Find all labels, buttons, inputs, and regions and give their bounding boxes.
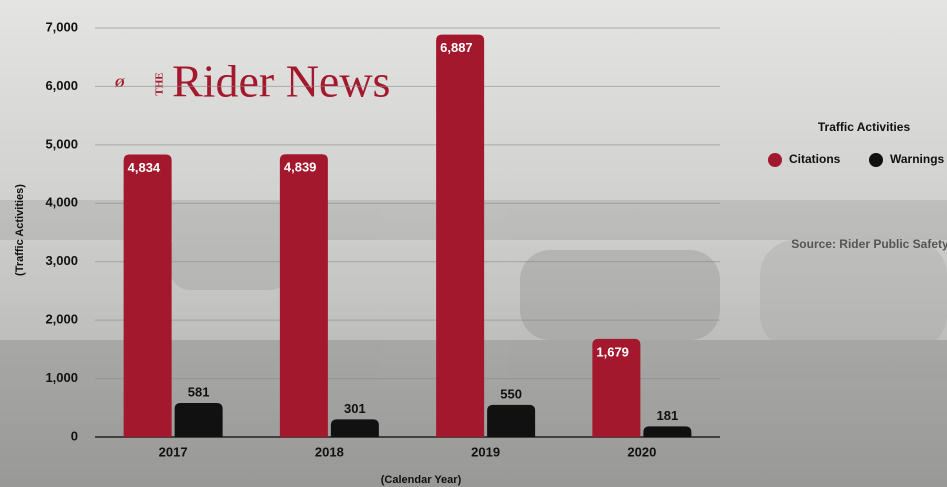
y-tick-label: 1,000 [45,370,78,385]
y-tick-label: 5,000 [45,136,78,151]
logo: Rider News [172,56,390,107]
bar [643,426,691,437]
source: Source: Rider Public Safety [791,237,947,251]
legend-swatch [768,153,782,167]
x-tick-label: 2020 [627,444,656,459]
value-label: 4,834 [128,160,161,175]
y-tick-label: 3,000 [45,253,78,268]
x-tick-label: 2019 [471,444,500,459]
x-axis-label: (Calendar Year) [381,474,462,486]
bar [331,419,379,437]
value-label: 4,839 [284,160,317,175]
x-tick-label: 2018 [315,444,344,459]
chart: Ø THE Rider News (Traffic Activities) (C… [0,0,947,487]
y-tick-label: 7,000 [45,19,78,34]
logo-prefix: THE [154,72,166,95]
legend-swatch [869,153,883,167]
y-tick-label: 0 [71,428,78,443]
value-label: 6,887 [440,40,473,55]
y-axis-label: (Traffic Activities) [14,184,26,276]
bar [175,403,223,437]
value-label: 581 [188,384,210,399]
x-tick-label: 2017 [159,444,188,459]
legend-label: Citations [789,152,841,166]
page: Ø THE Rider News (Traffic Activities) (C… [0,0,947,487]
y-tick-label: 6,000 [45,78,78,93]
value-label: 181 [657,408,679,423]
value-label: 301 [344,401,366,416]
bar [124,155,172,437]
y-tick-label: 2,000 [45,312,78,327]
y-tick-label: 4,000 [45,195,78,210]
value-label: 1,679 [596,344,629,359]
logo-mark: Ø [114,75,125,90]
value-label: 550 [500,386,522,401]
legend-title: Traffic Activities [818,120,911,134]
legend-label: Warnings [890,152,945,166]
bar [280,154,328,437]
bar [436,35,484,437]
bar [487,405,535,437]
